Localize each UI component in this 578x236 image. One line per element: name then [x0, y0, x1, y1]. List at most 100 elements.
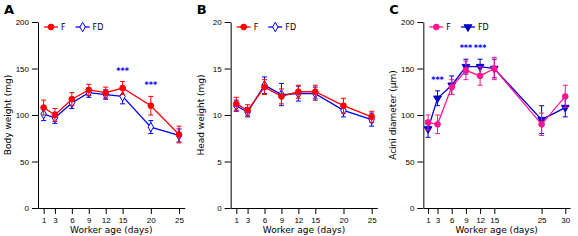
- tick-label: 3: [436, 216, 441, 225]
- panel-title: B: [197, 2, 207, 17]
- tick: 50: [405, 158, 423, 167]
- error-bar: [449, 80, 454, 95]
- series: [424, 59, 569, 137]
- tick: 3: [246, 208, 251, 225]
- tick-label: 30: [561, 216, 570, 225]
- point: [279, 94, 285, 100]
- point: [463, 67, 469, 73]
- error-bar: [148, 121, 153, 134]
- plot-area: [41, 82, 182, 143]
- tick-mark: [281, 208, 282, 214]
- tick-mark: [494, 208, 495, 214]
- point: [341, 103, 347, 109]
- tick: 100: [16, 111, 38, 120]
- tick-label: 50: [405, 158, 414, 167]
- legend-entry: FD: [76, 22, 104, 32]
- tick-mark: [225, 115, 231, 116]
- tick-mark: [225, 22, 231, 23]
- tick-mark: [151, 208, 152, 214]
- legend-symbol: [80, 22, 85, 31]
- tick-mark: [417, 115, 423, 116]
- tick: 0: [25, 204, 38, 213]
- annotation: ***: [145, 81, 158, 90]
- tick-label: 200: [401, 18, 415, 27]
- point: [369, 114, 375, 120]
- tick-mark: [417, 208, 423, 209]
- point: [148, 103, 154, 109]
- tick: 6: [70, 208, 75, 225]
- tick: 0: [217, 204, 230, 213]
- panel: 136912152530050100150200Worker age (days…: [388, 2, 570, 235]
- tick-label: 100: [16, 111, 30, 120]
- legend-entry: FD: [268, 22, 296, 32]
- series: [41, 82, 182, 143]
- tick-mark: [417, 162, 423, 163]
- tick-label: 0: [217, 204, 222, 213]
- tick: 20: [213, 18, 231, 27]
- point: [434, 96, 442, 103]
- tick-mark: [438, 208, 439, 214]
- point: [245, 107, 251, 113]
- tick-mark: [298, 208, 299, 214]
- tick: 1: [426, 208, 431, 225]
- tick-label: 15: [119, 216, 128, 225]
- tick: 10: [213, 111, 231, 120]
- figure: 136912152025050100150200Worker age (days…: [0, 0, 578, 236]
- tick-mark: [32, 162, 38, 163]
- line: [44, 88, 179, 135]
- point: [148, 122, 153, 131]
- tick: 6: [450, 208, 455, 225]
- series: [234, 77, 375, 126]
- y-axis: 050100150200: [401, 18, 424, 213]
- tick: 6: [263, 208, 268, 225]
- tick-label: 25: [175, 216, 184, 225]
- legend-entry: F: [237, 23, 259, 32]
- tick-mark: [372, 208, 373, 214]
- tick-label: 12: [294, 216, 303, 225]
- error-bar: [492, 57, 497, 79]
- legend-entry: F: [44, 23, 66, 32]
- tick-label: 6: [450, 216, 455, 225]
- plot-area: [424, 57, 569, 137]
- tick-label: 1: [235, 216, 240, 225]
- tick-label: 200: [16, 18, 30, 27]
- tick-label: 3: [53, 216, 58, 225]
- tick-mark: [236, 208, 237, 214]
- point: [52, 112, 58, 118]
- error-bar: [279, 89, 284, 104]
- tick-label: 6: [263, 216, 268, 225]
- line: [236, 87, 371, 117]
- x-axis-title: Worker age (days): [70, 225, 152, 235]
- tick-mark: [225, 69, 231, 70]
- tick: 12: [102, 208, 111, 225]
- legend-label: F: [254, 23, 259, 32]
- tick-mark: [248, 208, 249, 214]
- point: [176, 132, 182, 138]
- tick-mark: [428, 208, 429, 214]
- x-axis: 136912152530: [424, 208, 571, 225]
- tick-label: 15: [311, 216, 320, 225]
- legend-symbol: [433, 24, 439, 30]
- error-bar: [86, 84, 91, 95]
- tick-mark: [466, 208, 467, 214]
- error-bar: [69, 93, 74, 106]
- tick-mark: [32, 22, 38, 23]
- error-bar: [563, 85, 568, 107]
- error-bar: [279, 83, 284, 105]
- legend-label: FD: [285, 23, 296, 32]
- x-axis-title: Worker age (days): [455, 225, 537, 235]
- legend-symbol: [273, 22, 278, 31]
- error-bar: [296, 86, 301, 101]
- error-bar: [103, 87, 108, 98]
- tick: 100: [401, 111, 423, 120]
- tick-mark: [542, 208, 543, 214]
- tick-label: 9: [280, 216, 285, 225]
- tick-label: 20: [213, 18, 222, 27]
- tick-mark: [72, 208, 73, 214]
- error-bar: [539, 113, 544, 135]
- tick: 20: [340, 208, 349, 225]
- tick: 150: [401, 65, 423, 74]
- point: [86, 87, 92, 93]
- point: [562, 94, 568, 100]
- point: [425, 120, 431, 126]
